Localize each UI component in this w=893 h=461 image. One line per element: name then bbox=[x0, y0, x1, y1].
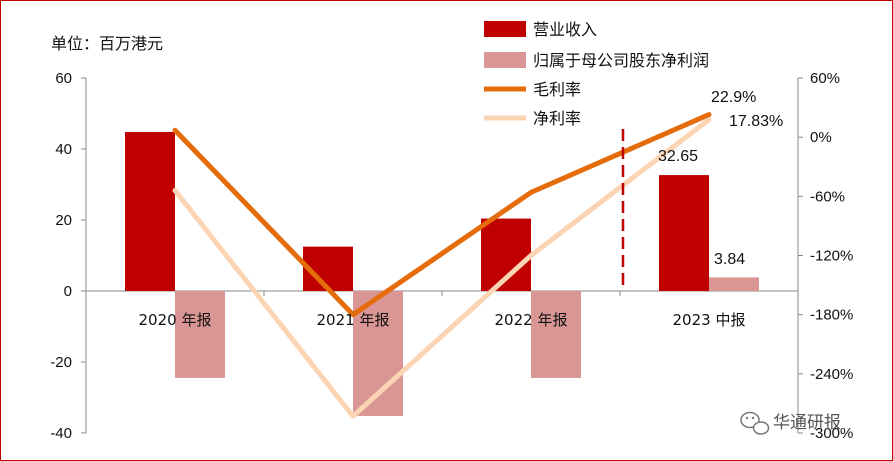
lines bbox=[172, 112, 712, 419]
right-tick-label: -60% bbox=[810, 188, 845, 205]
data-label-net-margin-2023: 17.83% bbox=[729, 113, 783, 130]
legend-label-profit: 归属于母公司股东净利润 bbox=[533, 51, 709, 70]
left-tick-label: 0 bbox=[64, 283, 72, 300]
bar-revenue bbox=[125, 131, 175, 291]
left-tick-label: 60 bbox=[55, 70, 72, 87]
line-net-margin bbox=[172, 117, 712, 419]
watermark: 华通研报 bbox=[740, 411, 841, 435]
legend-swatch-profit bbox=[484, 52, 526, 68]
left-tick-label: 20 bbox=[55, 212, 72, 229]
bar-revenue bbox=[659, 175, 709, 291]
line-gross-margin bbox=[172, 112, 712, 318]
legend-label-net-margin: 净利率 bbox=[533, 109, 581, 128]
legend-item-revenue: 营业收入 bbox=[484, 20, 597, 39]
right-tick-label: 0% bbox=[810, 129, 832, 146]
right-tick-label: 60% bbox=[810, 70, 840, 87]
legend-item-profit: 归属于母公司股东净利润 bbox=[484, 51, 709, 70]
right-tick-label: -300% bbox=[810, 425, 853, 442]
legend: 营业收入 归属于母公司股东净利润 毛利率 净利率 bbox=[484, 20, 709, 128]
legend-swatch-revenue bbox=[484, 21, 526, 37]
watermark-text: 华通研报 bbox=[773, 413, 841, 433]
right-tick-label: -240% bbox=[810, 366, 853, 383]
category-label: 2020 年报 bbox=[139, 311, 212, 329]
left-tick-label: -40 bbox=[50, 425, 72, 442]
category-label: 2023 中报 bbox=[673, 311, 746, 329]
legend-item-gross-margin: 毛利率 bbox=[484, 80, 581, 99]
data-label-profit-2023: 3.84 bbox=[714, 251, 745, 268]
legend-item-net-margin: 净利率 bbox=[484, 109, 581, 128]
category-labels: 2020 年报 2021 年报 2022 年报 2023 中报 bbox=[139, 311, 746, 329]
data-label-revenue-2023: 32.65 bbox=[658, 148, 698, 165]
wechat-icon bbox=[740, 411, 770, 435]
right-tick-label: -180% bbox=[810, 307, 853, 324]
legend-label-gross-margin: 毛利率 bbox=[533, 80, 581, 99]
bar-profit bbox=[709, 277, 759, 291]
data-label-gross-margin-2023: 22.9% bbox=[711, 89, 756, 106]
right-tick-label: -120% bbox=[810, 248, 853, 265]
left-tick-label: -20 bbox=[50, 354, 72, 371]
right-axis: 60% 0% -60% -120% -180% -240% -300% bbox=[797, 70, 853, 442]
legend-label-revenue: 营业收入 bbox=[533, 20, 597, 39]
left-tick-label: 40 bbox=[55, 141, 72, 158]
category-label: 2021 年报 bbox=[317, 311, 390, 329]
unit-label: 单位：百万港元 bbox=[51, 34, 163, 53]
bar-profit bbox=[175, 291, 225, 378]
bar-profit bbox=[531, 291, 581, 378]
bars bbox=[125, 131, 759, 416]
category-label: 2022 年报 bbox=[495, 311, 568, 329]
